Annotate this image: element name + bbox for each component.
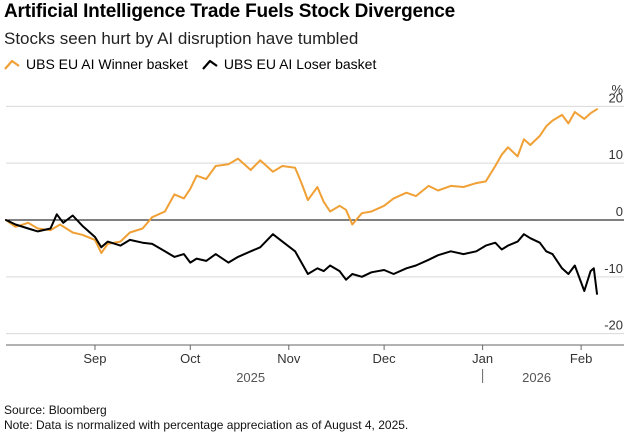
chart-title: Artificial Intelligence Trade Fuels Stoc…: [4, 1, 456, 22]
footnote: Note: Data is normalized with percentage…: [4, 418, 409, 432]
x-tick-label: Oct: [180, 351, 201, 366]
x-tick-label: Sep: [83, 351, 106, 366]
y-tick-label: 20: [609, 90, 623, 105]
x-year-label: 2026: [522, 370, 551, 385]
line-chart: 20 10 0 -10 -20% Sep Oct Nov Dec Jan Feb 2025 2026: [5, 82, 624, 385]
legend-loser-label: UBS EU AI Loser basket: [223, 56, 377, 72]
y-axis-unit: %: [611, 82, 623, 97]
legend-winner-mark: [4, 59, 20, 70]
series-line-winner: [5, 108, 598, 254]
x-tick-label: Feb: [570, 351, 592, 366]
series-lines: [5, 108, 598, 295]
y-tick-label: -10: [604, 261, 623, 276]
x-year-label: 2025: [236, 370, 265, 385]
y-tick-label: 0: [616, 204, 623, 219]
chart-subtitle: Stocks seen hurt by AI disruption have t…: [4, 29, 359, 48]
x-tick-label: Nov: [277, 351, 301, 366]
legend-item-winner: UBS EU AI Winner basket: [4, 56, 188, 72]
legend-loser-mark: [202, 59, 218, 70]
x-axis-ticks: Sep Oct Nov Dec Jan Feb 2025 2026: [83, 345, 592, 385]
legend: UBS EU AI Winner basket UBS EU AI Loser …: [4, 56, 390, 72]
legend-item-loser: UBS EU AI Loser basket: [202, 56, 377, 72]
legend-winner-label: UBS EU AI Winner basket: [26, 56, 188, 72]
y-axis-ticks: 20 10 0 -10 -20%: [604, 82, 623, 333]
source-note: Source: Bloomberg: [4, 403, 107, 417]
y-tick-label: 10: [609, 147, 623, 162]
grid-lines: [6, 105, 624, 346]
x-tick-label: Jan: [472, 351, 493, 366]
y-tick-label: -20: [604, 318, 623, 333]
series-line-loser: [5, 213, 598, 295]
x-tick-label: Dec: [373, 351, 397, 366]
